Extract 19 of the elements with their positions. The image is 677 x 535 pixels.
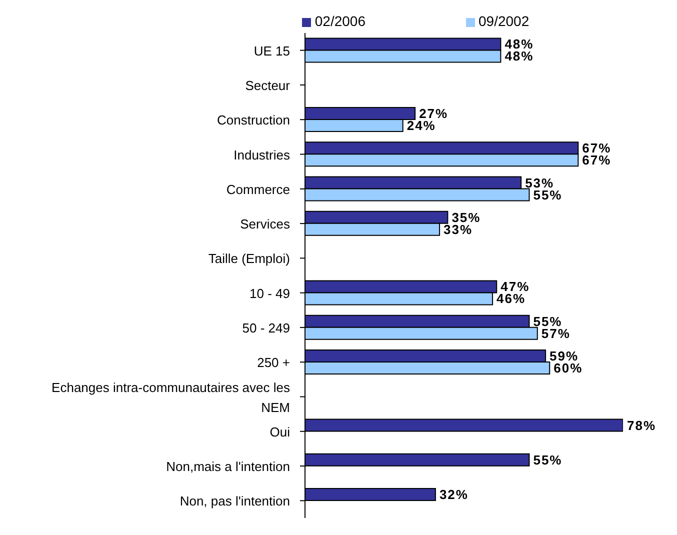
y-tick-label: Oui: [270, 424, 290, 439]
y-tick-label: 10 - 49: [250, 285, 290, 300]
y-tick-label: Echanges intra-communautaires avec les NEM: [52, 379, 290, 414]
y-tick-label: Non,mais a l'intention: [166, 458, 290, 474]
legend-label: 02/2006: [314, 13, 366, 29]
data-label: 78%: [627, 418, 656, 433]
y-tick-label: Secteur: [245, 77, 291, 92]
y-tick-label: Commerce: [226, 181, 290, 196]
y-tick-label: UE 15: [254, 42, 290, 58]
y-tick-label: Construction: [217, 112, 290, 128]
y-tick-label: 250 +: [257, 354, 290, 370]
data-label: 55%: [533, 452, 562, 468]
y-tick-label: 50 - 249: [242, 320, 290, 335]
y-tick-label: Non, pas l'intention: [180, 493, 290, 508]
y-tick-label: Industries: [234, 146, 290, 162]
y-tick-label: Taille (Emploi): [208, 250, 290, 266]
legend-label: 09/2002: [478, 13, 530, 29]
data-label: 32%: [439, 487, 468, 502]
y-tick-label: Services: [240, 216, 290, 232]
